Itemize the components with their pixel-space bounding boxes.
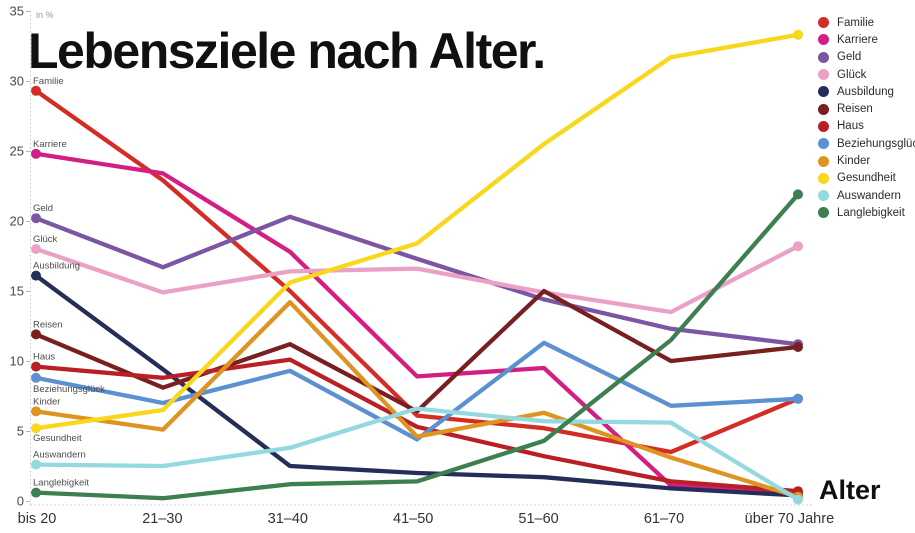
x-tick-label-2: 31–40 — [268, 511, 308, 527]
legend-label-familie: Familie — [837, 16, 875, 29]
legend-swatch-auswandern — [818, 190, 829, 202]
series-start-point-beziehungsglck — [31, 372, 41, 383]
legend-item-reisen: Reisen — [818, 100, 915, 117]
y-tick-label-30: 30 — [10, 74, 24, 89]
legend-swatch-beziehungsglck — [818, 138, 829, 150]
legend-label-auswandern: Auswandern — [837, 189, 901, 202]
series-line-haus — [33, 357, 801, 494]
legend-item-kinder: Kinder — [818, 152, 915, 169]
legend-item-auswandern: Auswandern — [818, 187, 915, 204]
series-end-point-glck — [793, 241, 803, 252]
legend-label-haus: Haus — [837, 120, 864, 133]
legend-swatch-karriere — [818, 34, 829, 46]
legend-swatch-kinder — [818, 155, 829, 167]
y-tick-label-25: 25 — [10, 144, 24, 159]
series-start-label-reisen: Reisen — [33, 319, 63, 330]
series-end-point-gesundheit — [793, 29, 803, 40]
legend: Familie Karriere Geld Glück Ausbildung Reisen… — [818, 14, 915, 222]
series-line-karriere — [33, 151, 801, 497]
legend-swatch-reisen — [818, 103, 829, 115]
series-start-point-gesundheit — [31, 423, 41, 434]
x-tick-label-0: bis 20 — [18, 511, 57, 527]
x-tick-label-3: 41–50 — [393, 511, 433, 527]
y-tick-label-10: 10 — [10, 354, 24, 369]
series-start-point-reisen — [31, 329, 41, 340]
legend-label-kinder: Kinder — [837, 155, 871, 168]
x-axis-title: Alter — [819, 475, 881, 505]
legend-swatch-glck — [818, 69, 829, 81]
series-line-kinder — [33, 300, 801, 499]
series-start-label-karriere: Karriere — [33, 139, 67, 150]
series-start-point-kinder — [31, 406, 41, 417]
legend-swatch-familie — [818, 17, 829, 29]
legend-label-gesundheit: Gesundheit — [837, 172, 896, 185]
series-end-point-auswandern — [793, 494, 803, 505]
series-start-point-geld — [31, 213, 41, 224]
y-tick-label-20: 20 — [10, 214, 24, 229]
y-axis-unit-note: in % — [36, 10, 54, 20]
series-start-label-geld: Geld — [33, 203, 53, 214]
series-start-point-karriere — [31, 148, 41, 159]
series-line-beziehungsglck — [33, 340, 801, 442]
series-end-point-langlebigkeit — [793, 189, 803, 200]
x-tick-label-6: über 70 Jahre — [745, 511, 834, 527]
series-start-label-langlebigkeit: Langlebigkeit — [33, 478, 89, 489]
series-end-point-reisen — [793, 342, 803, 352]
series-line-ausbildung — [33, 273, 801, 498]
y-tick-label-15: 15 — [10, 284, 24, 299]
series-start-point-glck — [31, 244, 41, 254]
legend-label-beziehungsglck: Beziehungsglück — [837, 137, 915, 150]
x-tick-label-5: 61–70 — [644, 511, 684, 527]
legend-swatch-gesundheit — [818, 172, 829, 184]
series-line-reisen — [33, 288, 801, 414]
series-start-label-beziehungsglck: Beziehungsglück — [33, 384, 105, 395]
legend-item-langlebigkeit: Langlebigkeit — [818, 204, 915, 221]
legend-item-familie: Familie — [818, 14, 915, 31]
series-start-label-glck: Glück — [33, 234, 58, 245]
legend-label-geld: Geld — [837, 51, 862, 64]
series-line-langlebigkeit — [33, 192, 801, 501]
y-tick-label-0: 0 — [17, 494, 24, 509]
series-start-point-langlebigkeit — [31, 487, 41, 498]
legend-swatch-langlebigkeit — [818, 207, 829, 219]
legend-item-gesundheit: Gesundheit — [818, 170, 915, 187]
series-start-label-gesundheit: Gesundheit — [33, 433, 82, 444]
legend-item-glck: Glück — [818, 66, 915, 83]
x-tick-label-4: 51–60 — [518, 511, 558, 527]
series-start-label-kinder: Kinder — [33, 396, 60, 407]
series-start-point-auswandern — [31, 459, 41, 470]
series-line-familie — [33, 88, 801, 455]
series-start-point-haus — [31, 361, 41, 372]
y-tick-label-35: 35 — [10, 4, 24, 19]
series-start-point-ausbildung — [31, 270, 41, 281]
x-tick-label-1: 21–30 — [142, 511, 182, 527]
series-end-point-beziehungsglck — [793, 393, 803, 404]
series-line-gesundheit — [33, 32, 801, 431]
legend-item-ausbildung: Ausbildung — [818, 83, 915, 100]
series-line-auswandern — [33, 406, 801, 502]
series-start-label-auswandern: Auswandern — [33, 450, 86, 461]
series-start-label-ausbildung: Ausbildung — [33, 261, 80, 272]
legend-label-glck: Glück — [837, 68, 867, 81]
legend-item-geld: Geld — [818, 49, 915, 66]
legend-label-ausbildung: Ausbildung — [837, 85, 894, 98]
series-line-geld — [33, 214, 801, 347]
legend-item-beziehungsglck: Beziehungsglück — [818, 135, 915, 152]
series-line-glck — [33, 244, 801, 315]
y-tick-label-5: 5 — [17, 424, 24, 439]
legend-swatch-geld — [818, 51, 829, 63]
legend-item-karriere: Karriere — [818, 31, 915, 48]
legend-item-haus: Haus — [818, 118, 915, 135]
legend-swatch-ausbildung — [818, 86, 829, 98]
series-start-point-familie — [31, 85, 41, 96]
legend-swatch-haus — [818, 120, 829, 132]
series-start-label-haus: Haus — [33, 352, 55, 363]
legend-label-karriere: Karriere — [837, 33, 878, 46]
legend-label-langlebigkeit: Langlebigkeit — [837, 206, 905, 219]
legend-label-reisen: Reisen — [837, 103, 873, 116]
chart-title: Lebensziele nach Alter. — [28, 23, 546, 79]
series-start-label-familie: Familie — [33, 76, 64, 87]
